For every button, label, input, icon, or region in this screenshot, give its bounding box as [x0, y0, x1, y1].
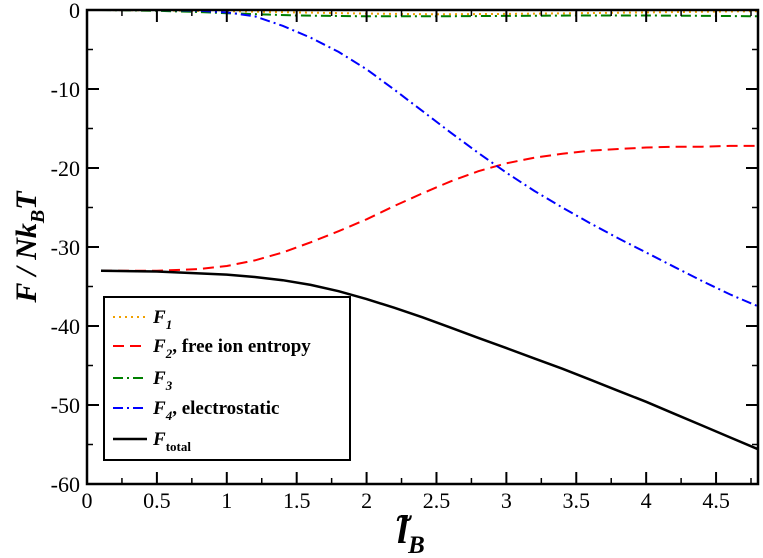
series-line-f-total — [100, 269, 759, 451]
series-line-f-4 — [101, 9, 759, 308]
x-tick-label: 2.5 — [423, 488, 451, 513]
y-tick-label: -20 — [51, 156, 80, 181]
legend-box — [103, 296, 351, 461]
x-tick-label: 3.5 — [563, 488, 591, 513]
x-axis-title-tilde: ~ — [395, 502, 412, 535]
x-tick-label: 3 — [501, 488, 512, 513]
x-axis-title: ~ lB — [395, 502, 424, 558]
y-axis-title: F / NkBT — [10, 190, 49, 304]
legend-label: F3 — [152, 368, 173, 393]
legend-label: Ftotal — [152, 429, 191, 454]
x-tick-label: 0 — [82, 488, 93, 513]
y-tick-label: -30 — [51, 235, 80, 260]
series-line-f-2 — [101, 144, 758, 272]
y-tick-label: -40 — [51, 314, 80, 339]
x-tick-label: 0.5 — [143, 488, 171, 513]
legend-label: F2, free ion entropy — [152, 336, 311, 361]
legend-label: F4, electrostatic — [152, 398, 279, 423]
y-tick-label: 0 — [69, 0, 80, 23]
x-tick-label: 2 — [361, 488, 372, 513]
y-tick-label: -60 — [51, 472, 80, 497]
x-tick-label: 4.5 — [702, 488, 730, 513]
axis-ticks: 0 0.5 1 1.5 2 2.5 3 3.5 4 4.5 0 -10 -20 -30 -40 -50 -60 — [51, 0, 758, 513]
y-tick-label: -10 — [51, 77, 80, 102]
legend: F1 F2, free ion entropy F3 F4, electrostati… — [103, 296, 351, 461]
legend-label: F1 — [152, 307, 172, 332]
x-tick-label: 1 — [221, 488, 232, 513]
y-tick-label: -50 — [51, 393, 80, 418]
x-tick-label: 4 — [641, 488, 652, 513]
series-line-f-3 — [100, 9, 759, 18]
x-axis-title-main: lB — [397, 507, 425, 558]
x-tick-label: 1.5 — [283, 488, 311, 513]
